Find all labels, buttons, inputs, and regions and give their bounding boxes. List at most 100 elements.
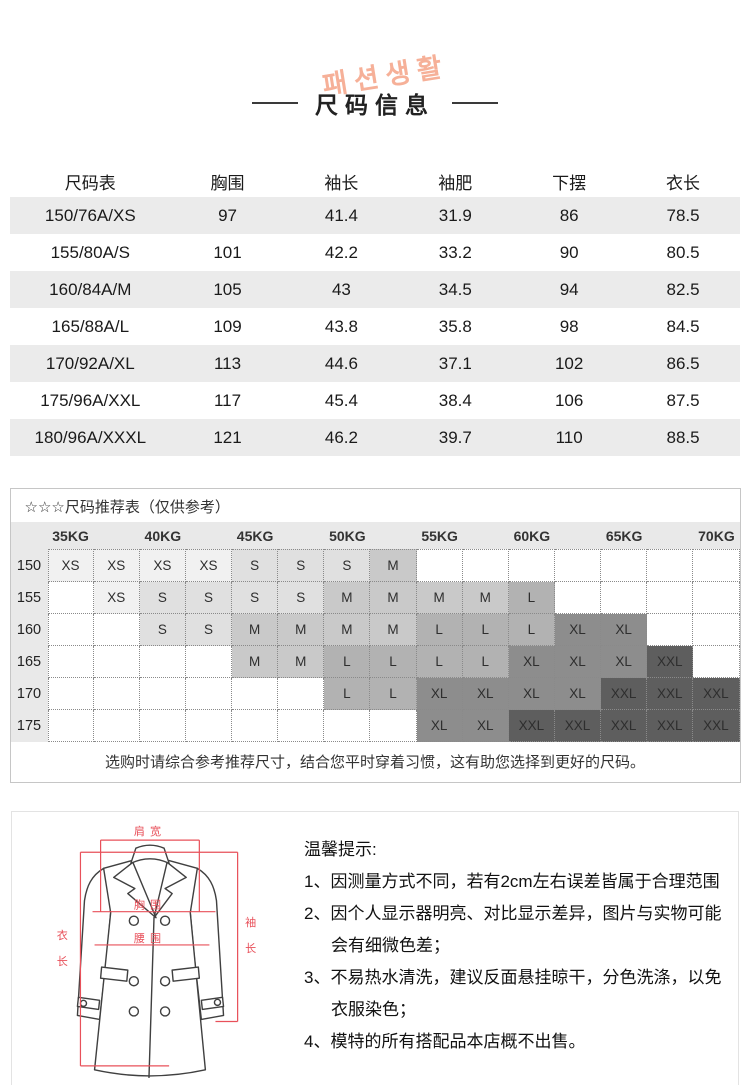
size-cell: 94 xyxy=(559,279,579,299)
recommend-size-cell: L xyxy=(370,646,417,678)
recommend-empty-cell xyxy=(693,549,740,582)
recommend-size-cell: XL xyxy=(508,646,555,678)
title-row: 尺码信息 xyxy=(0,86,750,120)
recommend-empty-cell xyxy=(139,678,186,710)
recommend-empty-cell xyxy=(647,614,694,646)
recommend-empty-cell xyxy=(647,582,694,614)
size-cell: 46.2 xyxy=(324,427,358,447)
recommend-size-cell: L xyxy=(462,646,509,678)
recommend-row: 170 L L XL XL XL XL XXL XXL XXL xyxy=(10,678,740,710)
recommend-size-cell: XXL xyxy=(647,646,694,678)
size-cell: 80.5 xyxy=(666,242,700,262)
coat-left-pocket xyxy=(99,966,129,982)
size-recommend-box: ☆☆☆尺码推荐表（仅供参考） 35KG 40KG 45KG 50KG 55KG 60KG 6… xyxy=(9,488,741,783)
recommend-size-cell: XS xyxy=(185,549,233,582)
weight-label: 65KG xyxy=(605,527,643,544)
title-dash-right xyxy=(452,102,498,104)
size-cell: 33.2 xyxy=(438,242,472,262)
page-title: 尺码信息 xyxy=(315,92,435,118)
size-cell: 117 xyxy=(213,390,242,410)
recommend-empty-cell xyxy=(47,710,94,742)
size-cell: 78.5 xyxy=(666,205,700,225)
recommend-size-cell: S xyxy=(278,549,325,582)
recommend-size-cell: XL xyxy=(508,678,555,710)
size-cell: 113 xyxy=(213,353,242,373)
recommend-size-cell: XXL xyxy=(693,678,740,710)
height-label: 165 xyxy=(16,654,42,670)
recommend-empty-cell xyxy=(47,646,94,678)
tip-item: 1、因测量方式不同，若有2cm左右误差皆属于合理范围 xyxy=(304,872,720,891)
size-cell: 106 xyxy=(554,390,584,410)
recommend-size-cell: M xyxy=(232,614,279,646)
recommend-size-cell: L xyxy=(462,614,509,646)
size-col-header: 袖长 xyxy=(324,173,359,193)
recommend-empty-cell xyxy=(693,646,740,678)
title-dash-left xyxy=(252,102,298,104)
recommend-size-cell: XL xyxy=(554,614,602,646)
recommend-size-cell: XL xyxy=(554,646,602,678)
recommend-size-cell: XS xyxy=(93,582,140,614)
recommend-size-cell: XXL xyxy=(647,678,694,710)
recommend-row: 155 XS S S S S M M M M L xyxy=(10,582,740,614)
recommend-empty-cell xyxy=(278,678,325,710)
recommend-size-cell: XL xyxy=(554,678,602,710)
shoulder-label: 肩宽 xyxy=(134,824,166,838)
size-cell: 87.5 xyxy=(666,390,700,410)
recommend-empty-cell xyxy=(93,678,140,710)
size-table: 尺码表 胸围 袖长 袖肥 下摆 衣长 150/76A/XS 97 41.4 31.9 86 78.5… xyxy=(10,165,740,456)
weight-label: 70KG xyxy=(698,527,735,544)
size-cell: 82.5 xyxy=(666,279,700,299)
size-cell: 86 xyxy=(559,205,579,225)
size-col-header: 胸围 xyxy=(210,173,245,193)
recommend-row: 160 S S M M M M L L L XL XL xyxy=(10,614,740,646)
coat-diagram: 肩宽 胸围 腰围 衣长 袖长 xyxy=(28,820,280,1085)
recommend-size-cell: L xyxy=(370,678,417,710)
size-cell: 97 xyxy=(218,205,237,225)
recommend-grid: 150 XS XS XS XS S S S M 155 XS S S S S M M M M L 160 S S M M M M L L… xyxy=(10,549,740,742)
recommend-empty-cell xyxy=(232,710,279,742)
recommend-empty-cell xyxy=(693,582,740,614)
size-cell: 110 xyxy=(555,427,583,447)
recommend-empty-cell xyxy=(324,710,371,742)
recommend-size-cell: XXL xyxy=(508,710,555,742)
recommend-empty-cell xyxy=(185,646,233,678)
size-cell: 38.4 xyxy=(438,390,472,410)
recommend-size-cell: M xyxy=(232,646,279,678)
recommend-size-cell: M xyxy=(278,646,325,678)
size-cell: 41.4 xyxy=(324,205,358,225)
height-label: 155 xyxy=(16,590,42,606)
chest-label: 胸围 xyxy=(134,898,166,912)
coat-collar xyxy=(130,844,170,865)
recommend-size-cell: M xyxy=(462,582,509,614)
recommend-title: ☆☆☆尺码推荐表（仅供参考） xyxy=(24,499,230,516)
recommend-size-cell: XXL xyxy=(554,710,602,742)
size-cell: 90 xyxy=(559,242,579,262)
size-row: 165/88A/L 109 43.8 35.8 98 84.5 xyxy=(10,308,740,345)
size-col-header: 尺码表 xyxy=(64,173,116,193)
recommend-empty-cell xyxy=(185,710,233,742)
coat-left-lapel xyxy=(112,861,157,919)
recommend-size-cell: XS xyxy=(93,549,140,582)
height-label: 150 xyxy=(16,557,42,574)
recommend-size-cell: S xyxy=(185,614,233,646)
size-cell: 84.5 xyxy=(666,316,700,336)
weight-label: 60KG xyxy=(513,527,551,544)
recommend-empty-cell xyxy=(462,549,509,582)
recommend-size-cell: M xyxy=(324,582,371,614)
recommend-size-cell: L xyxy=(324,646,371,678)
recommend-row: 165 M M L L L L XL XL XL XXL xyxy=(10,646,740,678)
size-col-header: 袖肥 xyxy=(438,173,473,193)
size-cell: 121 xyxy=(213,427,242,447)
weight-label: 55KG xyxy=(421,527,458,544)
size-row: 180/96A/XXXL 121 46.2 39.7 110 88.5 xyxy=(10,419,740,456)
size-cell: 88.5 xyxy=(666,427,700,447)
tips-panel: 温馨提示: 1、因测量方式不同，若有2cm左右误差皆属于合理范围 2、因个人显示器… xyxy=(304,812,738,1058)
recommend-note: 选购时请综合参考推荐尺寸，结合您平时穿着习惯，这有助您选择到更好的尺码。 xyxy=(10,742,740,782)
recommend-empty-cell xyxy=(47,614,94,646)
recommend-size-cell: XS xyxy=(139,549,186,582)
sleeve-label: 袖长 xyxy=(245,915,256,955)
recommend-empty-cell xyxy=(416,549,463,582)
tip-item: 4、模特的所有搭配品本店概不出售。 xyxy=(304,1032,586,1051)
recommend-empty-cell xyxy=(508,549,555,582)
size-cell: 180/96A/XXXL xyxy=(34,427,147,447)
